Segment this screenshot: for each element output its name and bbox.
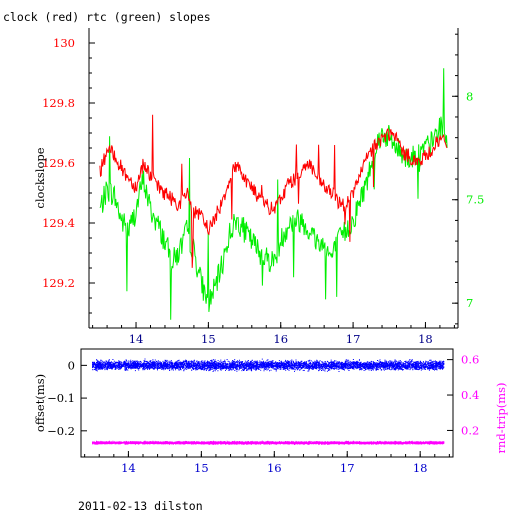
rnd-trip-points bbox=[92, 440, 445, 445]
bottom-y-tick-label: 0 bbox=[68, 358, 75, 372]
top-y-tick-label: 129.2 bbox=[42, 276, 75, 290]
top-x-tick-label: 14 bbox=[129, 332, 144, 346]
bottom-y2-tick-label: 0.4 bbox=[461, 388, 479, 402]
bottom-y-tick-label: −0.2 bbox=[47, 424, 75, 438]
clock-series-line bbox=[99, 114, 448, 268]
bottom-x-tick-label: 16 bbox=[267, 461, 282, 475]
top-x-tick-label: 17 bbox=[346, 332, 361, 346]
bottom-x-tick-label: 17 bbox=[340, 461, 355, 475]
chart-title: clock (red) rtc (green) slopes bbox=[3, 10, 211, 24]
bottom-y2-axis-label: rnd-trip(ms) bbox=[494, 382, 508, 453]
footer-label: 2011-02-13 dilston bbox=[78, 499, 203, 512]
rtc-series-line bbox=[99, 68, 448, 320]
top-y-tick-label: 130 bbox=[53, 36, 75, 50]
top-x-tick-label: 15 bbox=[201, 332, 216, 346]
offset-points bbox=[92, 358, 445, 372]
top-y2-tick-label: 8 bbox=[466, 89, 473, 103]
top-y-tick-label: 129.8 bbox=[42, 96, 75, 110]
top-x-tick-label: 18 bbox=[418, 332, 433, 346]
top-y-tick-label: 129.4 bbox=[42, 216, 75, 230]
bottom-y-tick-label: −0.1 bbox=[47, 391, 75, 405]
top-panel: 14 15 16 17 18 129.2 129.4 129.6 129.8 130 7 7.5 8… bbox=[33, 28, 484, 346]
top-y2-tick-label: 7.5 bbox=[466, 193, 484, 207]
top-y-tick-label: 129.6 bbox=[42, 156, 75, 170]
bottom-y2-tick-label: 0.2 bbox=[461, 423, 479, 437]
bottom-x-tick-label: 18 bbox=[413, 461, 428, 475]
bottom-x-tick-label: 15 bbox=[194, 461, 209, 475]
bottom-panel: 14 15 16 17 18 −0.2 −0.1 0 0.2 0.4 0.6 offset(ms… bbox=[33, 348, 508, 475]
top-y-axis-label: clockslope bbox=[33, 147, 47, 208]
bottom-y2-tick-label: 0.6 bbox=[461, 353, 479, 367]
bottom-y-axis-label: offset(ms) bbox=[33, 374, 47, 432]
top-y2-tick-label: 7 bbox=[466, 296, 473, 310]
bottom-x-tick-label: 14 bbox=[121, 461, 136, 475]
top-x-tick-label: 16 bbox=[273, 332, 288, 346]
bottom-frame bbox=[80, 348, 454, 458]
